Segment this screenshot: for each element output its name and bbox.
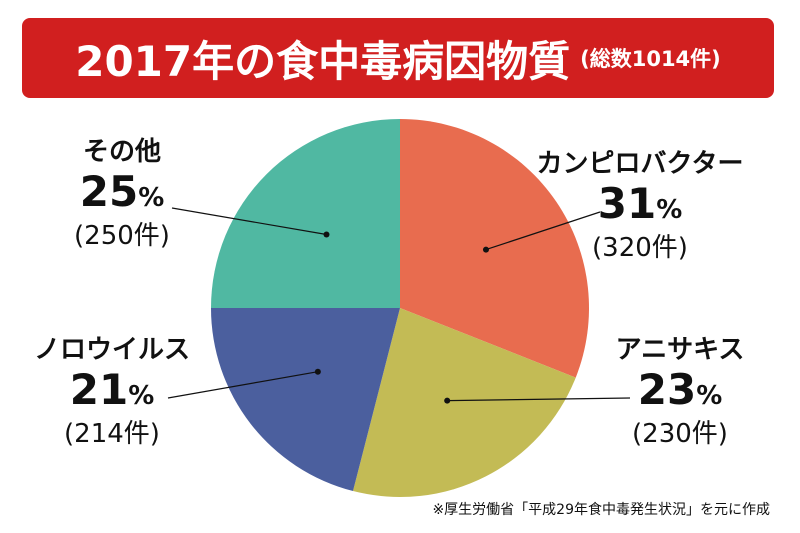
slice-count-2: (230件) xyxy=(632,419,728,449)
source-footnote: ※厚生労働省「平成29年食中毒発生状況」を元に作成 xyxy=(432,502,770,518)
slice-count-1: (320件) xyxy=(592,233,688,263)
leader-dot-2 xyxy=(444,397,451,404)
slice-percent-2: 23% xyxy=(638,365,723,414)
leader-dot-1 xyxy=(482,246,489,253)
leader-line-1 xyxy=(485,211,601,251)
title-banner: 2017年の食中毒病因物質 (総数1014件) xyxy=(22,18,774,98)
leader-dot-3 xyxy=(314,368,321,375)
pie-slice-4 xyxy=(211,119,400,308)
slice-count-3: (214件) xyxy=(64,419,160,449)
chart-subtitle: (総数1014件) xyxy=(580,47,721,71)
slice-percent-1: 31% xyxy=(598,179,683,228)
pie-slice-3 xyxy=(211,308,400,492)
leader-line-2 xyxy=(447,397,631,402)
pie-slice-2 xyxy=(352,308,576,498)
slice-count-4: (250件) xyxy=(74,221,170,251)
slice-label-2: アニサキス xyxy=(616,335,745,365)
chart-title: 2017年の食中毒病因物質 xyxy=(75,36,571,86)
slice-label-1: カンピロバクター xyxy=(537,149,744,179)
pie-slice-1 xyxy=(400,119,589,378)
slice-percent-3: 21% xyxy=(70,365,155,414)
slice-percent-4: 25% xyxy=(80,167,165,216)
leader-line-4 xyxy=(171,207,327,236)
slice-label-4: その他 xyxy=(83,137,161,167)
slice-label-3: ノロウイルス xyxy=(34,335,190,365)
leader-dot-4 xyxy=(323,231,330,238)
leader-line-3 xyxy=(167,371,318,399)
